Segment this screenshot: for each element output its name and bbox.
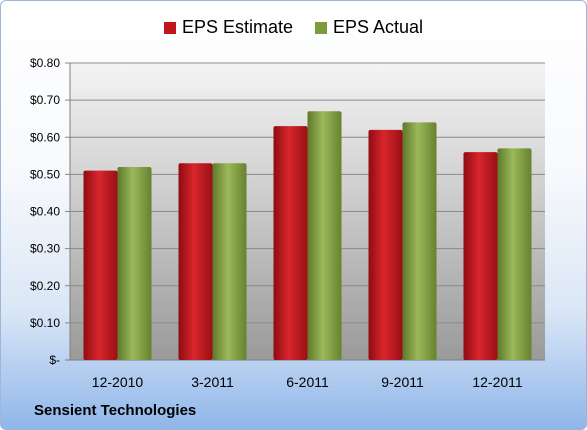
company-name: Sensient Technologies — [34, 402, 197, 419]
legend-label-estimate: EPS Estimate — [181, 17, 293, 37]
bar-eps-actual — [117, 166, 152, 360]
bar-eps-estimate — [83, 170, 118, 360]
bar-eps-estimate — [178, 163, 213, 360]
y-tick-label: $0.80 — [30, 56, 60, 70]
bar-eps-actual — [497, 148, 532, 360]
bar-eps-estimate — [463, 152, 498, 360]
bar-eps-actual — [307, 111, 342, 360]
legend-label-actual: EPS Actual — [332, 17, 424, 37]
y-tick-label: $0.60 — [30, 130, 60, 144]
y-tick-label: $- — [49, 353, 60, 367]
y-tick-label: $0.70 — [30, 93, 60, 107]
x-tick-label: 3-2011 — [191, 374, 234, 390]
bar-eps-estimate — [273, 126, 308, 360]
legend-swatch-estimate — [163, 21, 176, 34]
x-tick-label: 12-2010 — [92, 374, 144, 390]
y-tick-label: $0.20 — [30, 279, 60, 293]
legend: EPS Estimate EPS Actual — [1, 17, 586, 38]
bar-eps-actual — [212, 163, 247, 360]
x-tick-label: 9-2011 — [381, 374, 424, 390]
y-tick-label: $0.40 — [30, 205, 60, 219]
y-tick-label: $0.50 — [30, 167, 60, 181]
x-tick-label: 12-2011 — [472, 374, 523, 390]
y-tick-label: $0.10 — [30, 316, 60, 330]
bar-eps-actual — [402, 122, 437, 361]
x-tick-label: 6-2011 — [286, 374, 329, 390]
y-tick-label: $0.30 — [30, 242, 60, 256]
bar-eps-estimate — [368, 129, 403, 360]
legend-swatch-actual — [314, 21, 327, 34]
legend-item-actual: EPS Actual — [314, 17, 424, 38]
legend-item-estimate: EPS Estimate — [163, 17, 293, 38]
